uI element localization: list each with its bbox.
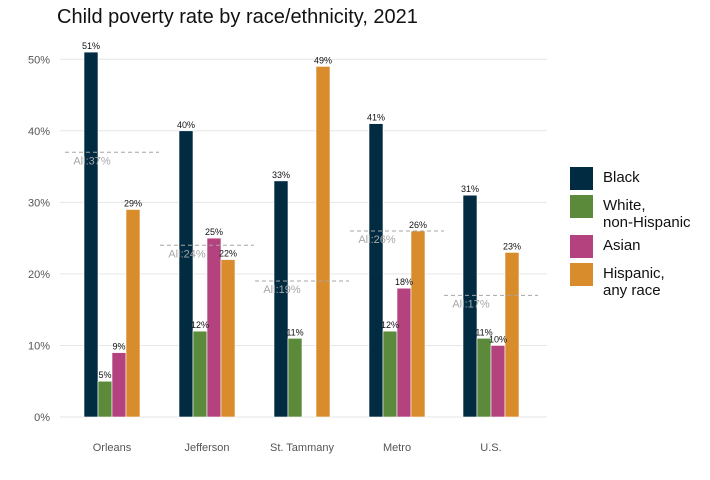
bar: [490, 345, 506, 418]
data-label: 11%: [286, 327, 303, 337]
bar: [178, 130, 194, 418]
bar: [192, 330, 208, 418]
data-label: 9%: [112, 342, 125, 352]
data-label: 11%: [475, 327, 492, 337]
average-label: All:24%: [168, 248, 206, 260]
data-label: 23%: [503, 241, 521, 251]
data-label: 12%: [381, 320, 399, 330]
legend-label: Asian: [603, 237, 641, 254]
y-tick-label: 0%: [34, 412, 50, 424]
data-label: 51%: [82, 41, 100, 51]
legend-swatch: [569, 234, 594, 259]
average-label: All:19%: [263, 284, 301, 296]
average-label: All:17%: [452, 298, 490, 310]
legend-swatch: [569, 194, 594, 219]
data-label: 40%: [177, 120, 195, 130]
legend-item: White, non-Hispanic: [569, 194, 691, 231]
data-label: 10%: [489, 334, 507, 344]
bar: [273, 180, 289, 418]
average-label: All:26%: [358, 234, 396, 246]
bar: [462, 194, 478, 418]
legend-swatch: [569, 166, 594, 191]
y-tick-label: 10%: [28, 340, 50, 352]
data-label: 25%: [205, 227, 223, 237]
data-label: 26%: [409, 220, 427, 230]
bar: [125, 209, 141, 418]
x-tick-label: Metro: [383, 442, 411, 454]
bar: [287, 337, 303, 418]
data-label: 33%: [272, 170, 290, 180]
legend-swatch: [569, 262, 594, 287]
bar: [504, 252, 520, 418]
data-label: 49%: [314, 55, 332, 65]
data-label: 41%: [367, 113, 385, 123]
x-tick-label: U.S.: [480, 442, 501, 454]
bar: [382, 330, 398, 418]
data-label: 18%: [395, 277, 413, 287]
bar: [97, 380, 113, 418]
bar: [410, 230, 426, 418]
x-tick-label: Jefferson: [184, 442, 229, 454]
y-tick-label: 50%: [28, 54, 50, 66]
bar: [111, 352, 127, 418]
x-tick-label: Orleans: [93, 442, 132, 454]
average-label: All:37%: [73, 155, 111, 167]
chart-title: Child poverty rate by race/ethnicity, 20…: [57, 6, 418, 28]
legend-label: White, non-Hispanic: [603, 197, 691, 231]
x-tick-label: St. Tammany: [270, 442, 334, 454]
data-label: 29%: [124, 199, 142, 209]
bar: [396, 287, 412, 418]
y-tick-label: 20%: [28, 269, 50, 281]
y-tick-label: 40%: [28, 126, 50, 138]
bar: [315, 66, 331, 418]
legend: Black White, non-Hispanic Asian Hispanic, a…: [569, 166, 691, 302]
legend-label: Hispanic, any race: [603, 265, 665, 299]
data-label: 22%: [219, 249, 237, 259]
data-label: 12%: [191, 320, 209, 330]
legend-label: Black: [603, 169, 640, 186]
legend-item: Hispanic, any race: [569, 262, 691, 299]
bar: [476, 337, 492, 418]
data-label: 5%: [98, 370, 111, 380]
data-label: 31%: [461, 184, 479, 194]
legend-item: Black: [569, 166, 691, 191]
bar: [368, 123, 384, 418]
bar: [83, 51, 99, 418]
legend-item: Asian: [569, 234, 691, 259]
bar: [206, 237, 222, 418]
y-tick-label: 30%: [28, 197, 50, 209]
bar: [220, 259, 236, 418]
